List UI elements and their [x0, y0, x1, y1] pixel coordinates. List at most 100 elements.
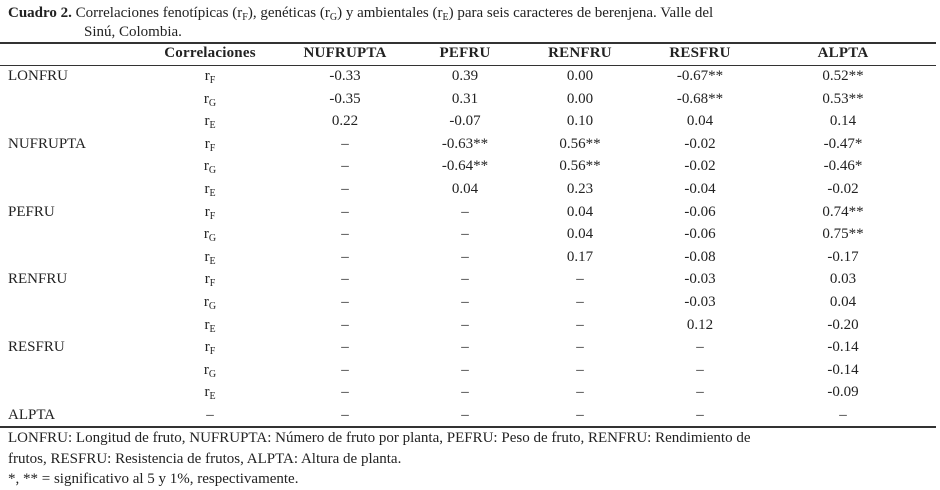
r-symbol: r: [203, 158, 209, 175]
trait-label: [0, 314, 150, 337]
correlation-value: –: [341, 361, 349, 378]
r-symbol: r: [204, 113, 210, 130]
table-row: RESFRU rF – – – – -0.14: [0, 336, 936, 359]
table-row: rE – – – 0.12 -0.20: [0, 314, 936, 337]
correlation-type: rF: [150, 268, 270, 291]
trait-label: [0, 291, 150, 314]
column-header: RENFRU: [548, 45, 612, 61]
r-symbol: r: [203, 361, 209, 378]
correlation-type: rF: [150, 201, 270, 224]
correlation-value: 0.74**: [822, 203, 864, 220]
trait-label: [0, 246, 150, 269]
correlation-value: 0.10: [566, 113, 594, 130]
column-header: Correlaciones: [164, 45, 256, 61]
trait-label: ALPTA: [8, 406, 56, 423]
correlation-value: –: [341, 158, 349, 175]
correlation-value: 0.12: [686, 316, 714, 333]
correlation-value: –: [341, 339, 349, 356]
correlation-value: –: [341, 316, 349, 333]
correlation-value: -0.03: [684, 293, 716, 310]
table-caption: Cuadro 2. Correlaciones fenotípicas (rF)…: [8, 4, 933, 42]
correlation-value: 0.39: [451, 68, 479, 84]
r-symbol: r: [203, 90, 209, 107]
trait-label: PEFRU: [8, 203, 55, 220]
header-rule: [0, 65, 936, 66]
table-row: rG – – 0.04 -0.06 0.75**: [0, 223, 936, 246]
table-row: rE – 0.04 0.23 -0.04 -0.02: [0, 178, 936, 201]
correlation-value: –: [576, 293, 584, 310]
correlation-value: -0.09: [827, 384, 859, 401]
column-header: PEFRU: [439, 45, 491, 61]
trait-label: [0, 359, 150, 382]
correlation-value: -0.20: [827, 316, 859, 333]
footnote-line: frutos, RESFRU: Resistencia de frutos, A…: [8, 450, 402, 467]
correlation-value: –: [461, 293, 469, 310]
correlation-value: –: [576, 271, 584, 288]
correlation-value: –: [696, 361, 704, 378]
correlation-value: -0.64**: [441, 158, 489, 175]
r-symbol: –: [206, 406, 214, 423]
table-row: rE – – – – -0.09: [0, 381, 936, 404]
correlation-value: –: [576, 339, 584, 356]
r-symbol: r: [203, 293, 209, 310]
trait-label: LONFRU: [8, 68, 69, 84]
correlation-value: -0.63**: [441, 135, 489, 152]
caption-label: Cuadro 2.: [8, 5, 72, 21]
correlation-value: -0.02: [684, 135, 716, 152]
r-symbol: r: [204, 203, 210, 220]
correlation-value: -0.67**: [676, 68, 724, 84]
r-symbol: r: [204, 384, 210, 401]
r-subscript: F: [209, 346, 216, 358]
footnote-line: LONFRU: Longitud de fruto, NUFRUPTA: Núm…: [8, 430, 751, 446]
correlation-value: -0.02: [827, 180, 859, 197]
table-row: rG -0.35 0.31 0.00 -0.68** 0.53**: [0, 88, 936, 111]
correlation-value: –: [341, 406, 349, 423]
r-subscript: F: [209, 278, 216, 290]
correlation-value: -0.14: [827, 339, 859, 356]
correlation-value: -0.04: [684, 180, 716, 197]
footnote-significance: *, ** = significativo al 5 y 1%, respect…: [8, 471, 299, 487]
correlation-type: rE: [150, 110, 270, 133]
correlation-value: –: [461, 406, 469, 423]
correlation-value: -0.47*: [823, 135, 863, 152]
correlation-value: –: [461, 203, 469, 220]
correlation-type: –: [150, 404, 270, 427]
r-subscript: F: [209, 75, 216, 86]
correlation-value: -0.14: [827, 361, 859, 378]
r-subscript: F: [209, 142, 216, 154]
table-footnote: LONFRU: Longitud de fruto, NUFRUPTA: Núm…: [8, 428, 938, 490]
table-row: rG – -0.64** 0.56** -0.02 -0.46*: [0, 155, 936, 178]
correlation-value: 0.04: [451, 180, 479, 197]
table-row: rE 0.22 -0.07 0.10 0.04 0.14: [0, 110, 936, 133]
bottom-rule: [0, 426, 936, 428]
correlation-value: –: [461, 226, 469, 243]
correlation-value: –: [461, 384, 469, 401]
correlation-type: rE: [150, 381, 270, 404]
correlation-value: –: [341, 248, 349, 265]
trait-label: [0, 223, 150, 246]
correlation-value: –: [341, 226, 349, 243]
column-header: [0, 44, 150, 65]
table-row: NUFRUPTA rF – -0.63** 0.56** -0.02 -0.47*: [0, 133, 936, 156]
correlation-value: –: [341, 135, 349, 152]
correlation-value: –: [341, 271, 349, 288]
correlation-value: –: [341, 293, 349, 310]
table-row: rG – – – – -0.14: [0, 359, 936, 382]
table-row: ALPTA – – – – – –: [0, 404, 936, 427]
r-symbol: r: [204, 248, 210, 265]
header-row: Correlaciones NUFRUPTA PEFRU RENFRU RESFRU AL…: [0, 44, 936, 65]
correlation-value: -0.35: [329, 90, 361, 107]
correlation-type: rG: [150, 155, 270, 178]
correlation-value: -0.06: [684, 226, 716, 243]
correlation-value: 0.56**: [559, 135, 601, 152]
correlation-value: 0.03: [829, 271, 857, 288]
r-symbol: r: [203, 226, 209, 243]
caption-text: ) para seis caracteres de berenjena. Val…: [448, 5, 714, 21]
correlation-value: –: [341, 203, 349, 220]
correlation-value: –: [576, 406, 584, 423]
correlation-value: –: [576, 361, 584, 378]
correlation-type: rG: [150, 359, 270, 382]
top-rule: [0, 42, 936, 44]
correlation-value: –: [461, 361, 469, 378]
r-subscript: G: [208, 165, 217, 177]
